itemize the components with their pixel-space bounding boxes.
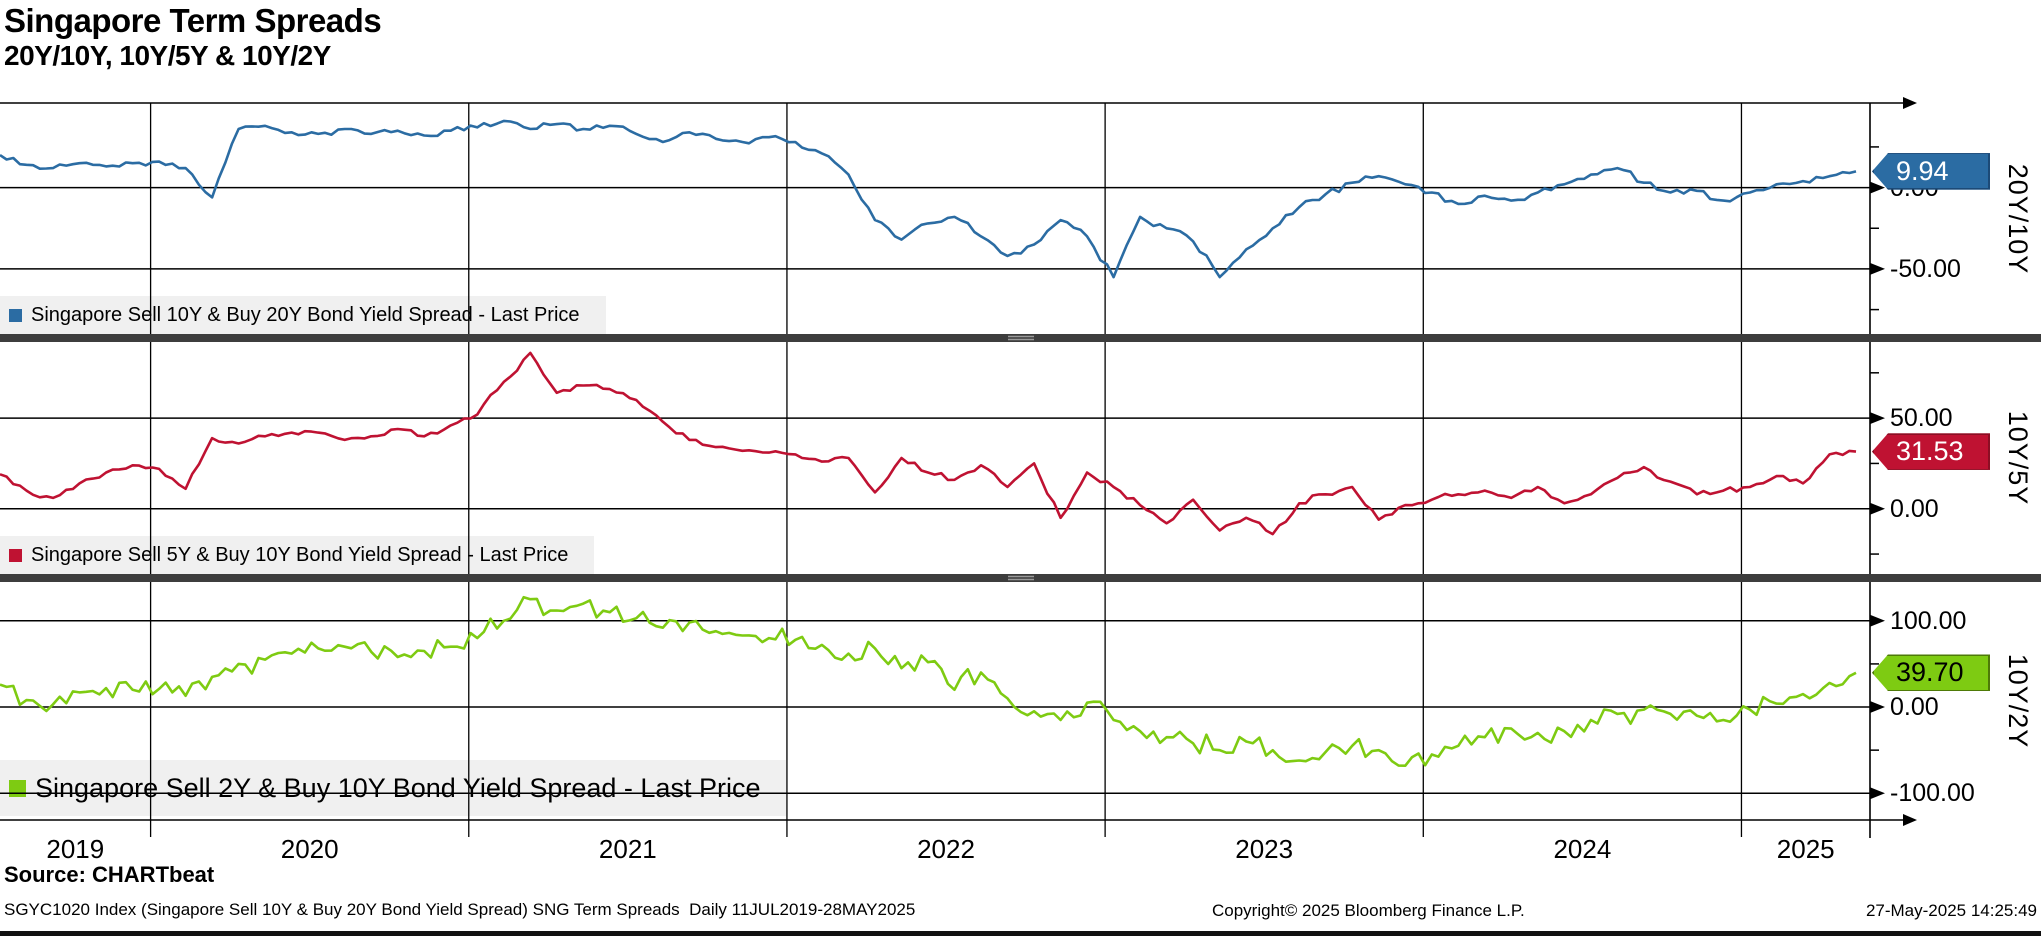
series-line-10Y/2Y[interactable]	[0, 595, 1857, 767]
legend-label: Singapore Sell 5Y & Buy 10Y Bond Yield S…	[31, 543, 569, 566]
y-tick-label: 0.00	[1890, 693, 1939, 722]
major-tick-arrow-icon	[1870, 262, 1885, 275]
major-tick-arrow-icon	[1870, 614, 1885, 627]
panel-separator[interactable]	[0, 334, 2041, 342]
series-line-20Y/10Y[interactable]	[0, 119, 1857, 279]
panel-separator[interactable]	[0, 574, 2041, 582]
legend-swatch-blue-icon	[9, 308, 22, 322]
copyright-text: Copyright© 2025 Bloomberg Finance L.P.	[1212, 901, 1525, 920]
legend-label: Singapore Sell 10Y & Buy 20Y Bond Yield …	[31, 303, 580, 326]
timestamp: 27-May-2025 14:25:49	[1865, 901, 2037, 920]
panel-title-10y5y: 10Y/5Y	[2003, 410, 2033, 506]
last-price-badge-10y2y[interactable]: 39.70	[1872, 654, 1990, 692]
last-price-badge-20y10y[interactable]: 9.94	[1872, 153, 1990, 190]
x-year-label: 2024	[1553, 834, 1612, 864]
axis-arrow-icon	[1903, 97, 1917, 109]
legend-10y2y[interactable]: Singapore Sell 2Y & Buy 10Y Bond Yield S…	[0, 760, 787, 816]
y-tick-label: 0.00	[1890, 494, 1939, 523]
x-year-label: 2022	[917, 834, 975, 864]
legend-label: Singapore Sell 2Y & Buy 10Y Bond Yield S…	[35, 772, 761, 803]
legend-10y5y[interactable]: Singapore Sell 5Y & Buy 10Y Bond Yield S…	[0, 536, 595, 574]
panel-title-20y10y: 20Y/10Y	[2003, 163, 2033, 275]
x-year-label: 2023	[1235, 834, 1294, 864]
legend-20y10y[interactable]: Singapore Sell 10Y & Buy 20Y Bond Yield …	[0, 296, 606, 334]
last-price-badge-10y5y[interactable]: 31.53	[1872, 433, 1990, 470]
panel-title-10y2y: 10Y/2Y	[2003, 653, 2033, 749]
major-tick-arrow-icon	[1870, 787, 1885, 800]
y-tick-label: -100.00	[1890, 779, 1975, 808]
legend-swatch-red-icon	[9, 548, 22, 562]
major-tick-arrow-icon	[1870, 181, 1885, 194]
security-info: SGYC1020 Index (Singapore Sell 10Y & Buy…	[4, 900, 916, 919]
x-year-label: 2020	[280, 834, 339, 864]
legend-swatch-green-icon	[9, 779, 26, 797]
major-tick-arrow-icon	[1870, 701, 1885, 714]
page-title: Singapore Term Spreads	[4, 2, 382, 39]
y-tick-label: 100.00	[1890, 606, 1967, 635]
y-tick-label: -50.00	[1890, 254, 1961, 283]
axis-arrow-icon	[1903, 814, 1917, 826]
x-year-label: 2025	[1776, 834, 1835, 864]
x-year-label: 2021	[598, 834, 657, 864]
x-year-label: 2019	[46, 834, 105, 864]
major-tick-arrow-icon	[1870, 502, 1885, 515]
major-tick-arrow-icon	[1870, 412, 1885, 425]
source-label: Source: CHARTbeat	[4, 862, 215, 887]
series-line-10Y/5Y[interactable]	[0, 351, 1857, 536]
y-tick-label: 50.00	[1890, 404, 1953, 433]
window-bottom-edge	[0, 931, 2041, 936]
page-subtitle: 20Y/10Y, 10Y/5Y & 10Y/2Y	[4, 40, 331, 71]
